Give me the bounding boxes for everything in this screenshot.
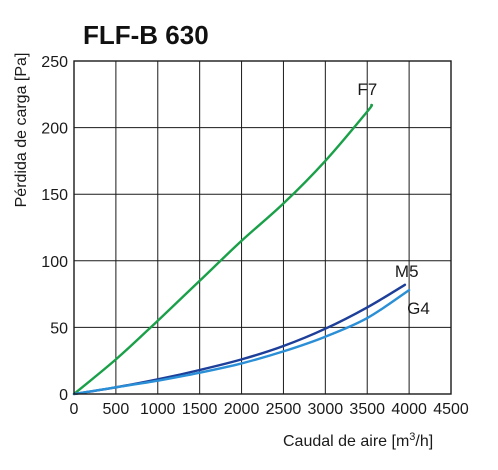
x-tick-labels: 0 500 1000 1500 2000 2500 3000 3500 4000 4500 [70,401,469,418]
y-tick-labels: 0 50 100 150 200 250 [41,54,68,404]
x-tick-label: 1000 [140,401,176,418]
series-line-f7 [72,103,374,396]
series-label-m5: M5 [395,262,419,281]
x-axis-label: Caudal de aire [m3/h] [283,431,433,450]
x-tick-label: 3000 [308,401,344,418]
x-axis-label-superscript: 3 [409,431,415,443]
series-line-g4 [72,288,411,396]
x-axis-label-tail: /h] [415,433,433,450]
plot-frame [73,60,452,395]
x-tick-label: 2500 [266,401,302,418]
x-axis-label-main: Caudal de aire [m [283,433,409,450]
y-axis-label: Pérdida de carga [Pa] [13,53,30,208]
grid [73,60,452,395]
x-tick-label: 500 [103,401,130,418]
x-tick-label: 1500 [182,401,218,418]
series-line-m5 [72,283,407,396]
series-labels: F7 M5 G4 [357,80,429,318]
y-tick-label: 0 [59,387,68,404]
y-tick-label: 100 [41,254,68,271]
x-tick-label: 4500 [433,401,469,418]
y-tick-label: 150 [41,187,68,204]
series-label-g4: G4 [407,299,430,318]
chart-title: FLF-B 630 [83,20,209,50]
y-tick-label: 200 [41,121,68,138]
y-tick-label: 50 [50,320,68,337]
x-tick-label: 0 [70,401,79,418]
x-tick-label: 2000 [224,401,260,418]
y-tick-label: 250 [41,54,68,71]
series-layer [72,103,411,396]
series-label-f7: F7 [357,80,377,99]
x-tick-label: 3500 [349,401,385,418]
x-tick-label: 4000 [391,401,427,418]
